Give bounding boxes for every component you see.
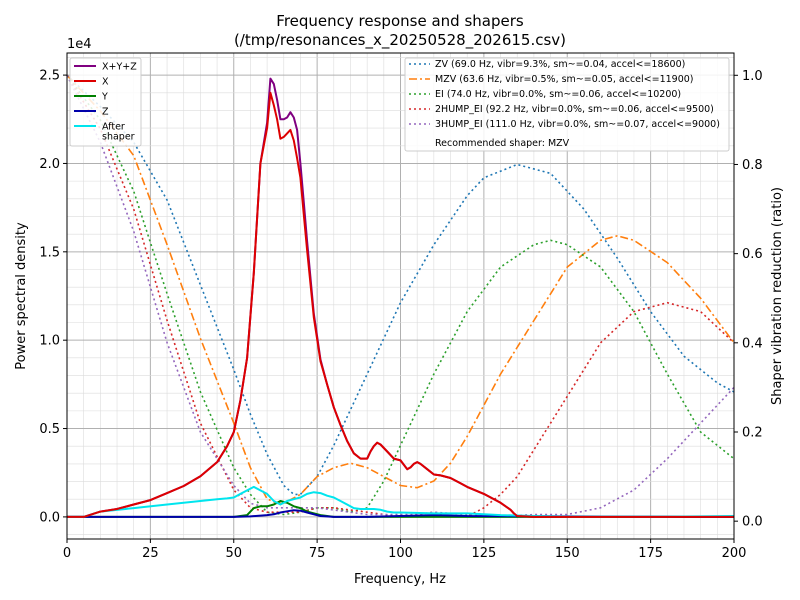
x-tick-label: 75 xyxy=(309,546,326,561)
chart-title-line2: (/tmp/resonances_x_20250528_202615.csv) xyxy=(234,31,566,50)
shaper-legend-box xyxy=(404,57,730,152)
shaper-legend-label: EI (74.0 Hz, vibr=0.0%, sm~=0.06, accel<… xyxy=(435,89,681,100)
y-tick-label: 2.5 xyxy=(39,69,60,84)
shaper-curve xyxy=(66,74,735,496)
y2-tick-label: 0.0 xyxy=(742,515,763,530)
y2-tick-label: 0.6 xyxy=(742,247,763,262)
y2-axis-title: Shaper vibration reduction (ratio) xyxy=(770,187,785,405)
x-tick-label: 175 xyxy=(638,546,663,561)
y-tick-label: 2.0 xyxy=(39,157,60,172)
y-offset-label: 1e4 xyxy=(67,37,92,52)
shaper-curve xyxy=(66,74,735,518)
chart-title-line1: Frequency response and shapers xyxy=(276,12,524,30)
y-tick-label: 1.5 xyxy=(39,245,60,260)
y2-tick-label: 1.0 xyxy=(742,69,763,84)
shaper-curve xyxy=(66,74,735,516)
shaper-legend-label: ZV (69.0 Hz, vibr=9.3%, sm~=0.04, accel<… xyxy=(435,59,685,70)
x-tick-label: 200 xyxy=(722,546,747,561)
psd-curve xyxy=(67,485,735,518)
y-axis-title: Power spectral density xyxy=(14,222,29,370)
psd-legend-label: Y xyxy=(101,92,108,103)
x-tick-label: 150 xyxy=(555,546,580,561)
x-tick-label: 100 xyxy=(388,546,413,561)
y-tick-label: 0.0 xyxy=(39,510,60,525)
x-tick-label: 25 xyxy=(142,546,159,561)
x-tick-label: 50 xyxy=(225,546,242,561)
y2-axis-ticks: 0.0 0.2 0.4 0.6 0.8 1.0 xyxy=(734,69,763,530)
x-axis-ticks: 0 25 50 75 100 125 150 175 200 xyxy=(63,539,747,561)
y-tick-label: 0.5 xyxy=(39,422,60,437)
shaper-curve xyxy=(66,74,735,505)
x-axis-title: Frequency, Hz xyxy=(354,572,446,587)
psd-curve xyxy=(67,509,735,518)
shaper-legend-label: 3HUMP_EI (111.0 Hz, vibr=0.0%, sm~=0.07,… xyxy=(435,119,720,130)
shaper-legend-items: ZV (69.0 Hz, vibr=9.3%, sm~=0.04, accel<… xyxy=(409,59,720,130)
psd-curve xyxy=(67,91,734,518)
psd-legend-label: After xyxy=(102,122,125,133)
legend-recommended-shaper: Recommended shaper: MZV xyxy=(435,138,570,149)
x-tick-label: 125 xyxy=(471,546,496,561)
y2-tick-label: 0.8 xyxy=(742,158,763,173)
shaper-legend-label: MZV (63.6 Hz, vibr=0.5%, sm~=0.05, accel… xyxy=(435,74,694,85)
x-tick-label: 0 xyxy=(63,546,71,561)
shaper-legend-label: 2HUMP_EI (92.2 Hz, vibr=0.0%, sm~=0.06, … xyxy=(435,104,714,115)
y-axis-ticks: 0.0 0.5 1.0 1.5 2.0 2.5 xyxy=(39,69,67,525)
y2-tick-label: 0.2 xyxy=(742,425,763,440)
psd-legend-label: Z xyxy=(102,107,109,118)
psd-legend-label: X xyxy=(102,77,109,88)
psd-legend-label: shaper xyxy=(102,132,135,143)
psd-curves xyxy=(67,77,735,518)
y2-tick-label: 0.4 xyxy=(742,336,763,351)
shaper-legend: ZV (69.0 Hz, vibr=9.3%, sm~=0.04, accel<… xyxy=(404,57,730,152)
y-tick-label: 1.0 xyxy=(39,334,60,349)
psd-legend-label: X+Y+Z xyxy=(102,62,137,73)
